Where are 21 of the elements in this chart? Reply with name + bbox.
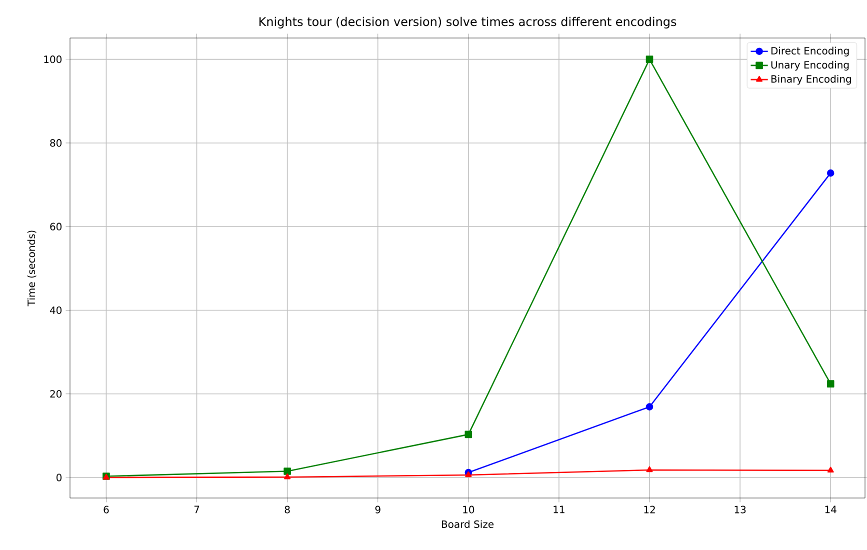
y-tick-label: 40 xyxy=(50,306,62,314)
chart-title: Knights tour (decision version) solve times across different encodings xyxy=(259,16,676,28)
x-tick-label: 10 xyxy=(463,506,474,514)
legend-label: Unary Encoding xyxy=(771,60,849,71)
y-tick-label: 100 xyxy=(44,56,62,64)
x-axis-title: Board Size xyxy=(442,520,494,528)
x-tick-label: 8 xyxy=(284,506,290,514)
y-axis-title: Time (seconds) xyxy=(27,230,36,306)
x-tick-label: 14 xyxy=(825,506,836,514)
y-tick-label: 60 xyxy=(50,222,62,230)
x-tick-label: 13 xyxy=(734,506,746,514)
y-tick-label: 20 xyxy=(50,390,62,398)
x-tick-label: 6 xyxy=(104,506,109,514)
x-tick-label: 7 xyxy=(194,506,200,514)
x-tick-label: 11 xyxy=(554,506,564,514)
y-tick-label: 80 xyxy=(50,139,62,147)
x-tick-label: 12 xyxy=(644,506,655,514)
legend-label: Direct Encoding xyxy=(771,46,849,56)
y-tick-label: 0 xyxy=(56,474,62,482)
x-tick-label: 9 xyxy=(375,506,380,514)
legend-label: Binary Encoding xyxy=(771,74,851,85)
